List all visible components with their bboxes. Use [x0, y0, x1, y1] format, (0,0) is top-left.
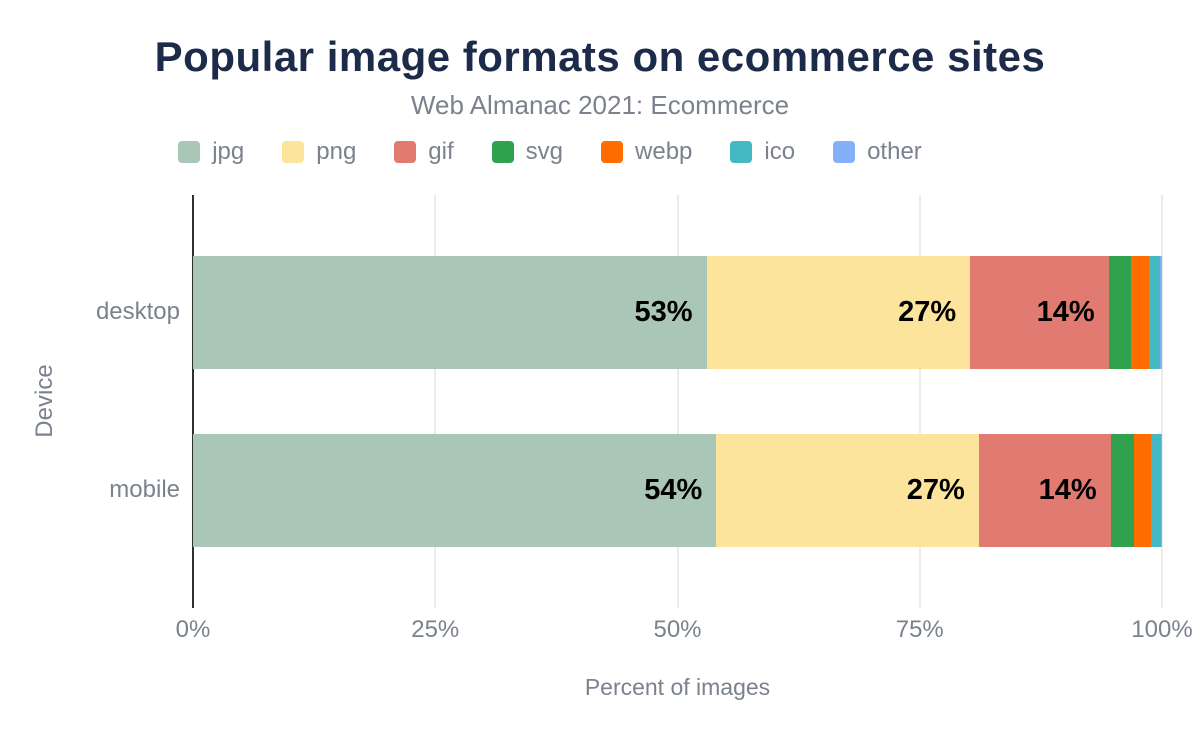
legend-item-svg: svg: [491, 138, 564, 166]
bar-segment-svg: [1108, 256, 1131, 369]
x-axis-title: Percent of images: [584, 674, 771, 700]
bar-segment-label: 53%: [634, 296, 693, 328]
legend-swatch-png-icon: [282, 141, 305, 163]
bar-segment-webp: [1133, 434, 1152, 547]
bar-segment-svg: [1110, 434, 1134, 547]
bar-segment-png: 27%: [706, 256, 971, 369]
y-axis-line: [192, 195, 194, 608]
x-tick-label: 25%: [411, 616, 460, 643]
bar-segment-other: [1161, 434, 1162, 547]
bar-segment-gif: 14%: [978, 434, 1111, 547]
y-axis-title: Device: [31, 364, 58, 438]
bar-segment-ico: [1151, 434, 1161, 547]
bar-mobile: 54% 27% 14%: [193, 434, 1162, 547]
x-tick-label: 0%: [175, 616, 211, 643]
legend-label: gif: [428, 138, 454, 165]
bar-segment-label: 54%: [644, 474, 703, 506]
legend-swatch-gif-icon: [394, 141, 417, 163]
legend-label: webp: [635, 138, 693, 165]
legend-swatch-webp-icon: [601, 141, 624, 163]
bar-segment-label: 27%: [898, 296, 957, 328]
legend-swatch-svg-icon: [491, 141, 514, 163]
legend-item-ico: ico: [730, 138, 795, 166]
chart-subtitle: Web Almanac 2021: Ecommerce: [410, 90, 790, 120]
x-tick-label: 50%: [653, 616, 702, 643]
bar-segment-ico: [1149, 256, 1161, 369]
y-tick-label-mobile: mobile: [109, 476, 180, 503]
bar-segment-other: [1160, 256, 1162, 369]
legend-swatch-other-icon: [833, 141, 856, 163]
legend-label: other: [867, 138, 922, 165]
legend-label: svg: [525, 138, 564, 165]
legend-swatch-ico-icon: [730, 141, 753, 163]
gridline: [434, 195, 437, 608]
gridline: [918, 195, 921, 608]
bar-segment-label: 27%: [906, 474, 965, 506]
legend: jpg png gif svg webp ico other: [0, 138, 1100, 166]
bar-segment-jpg: 53%: [193, 256, 707, 369]
gridline: [1161, 195, 1163, 608]
bar-segment-webp: [1130, 256, 1150, 369]
bar-segment-png: 27%: [716, 434, 979, 547]
legend-label: png: [316, 138, 357, 165]
gridline: [676, 195, 679, 608]
chart-title: Popular image formats on ecommerce sites: [154, 33, 1046, 80]
plot-area: 53% 27% 14% 54% 27% 14%: [193, 195, 1162, 595]
x-tick-label: 75%: [895, 616, 944, 643]
y-tick-label-desktop: desktop: [95, 298, 180, 325]
bar-segment-label: 14%: [1036, 296, 1095, 328]
legend-item-other: other: [833, 138, 922, 166]
bar-segment-jpg: 54%: [193, 434, 717, 547]
legend-label: jpg: [212, 138, 245, 165]
legend-item-jpg: jpg: [178, 138, 244, 166]
legend-item-gif: gif: [394, 138, 454, 166]
legend-label: ico: [764, 138, 796, 165]
legend-swatch-jpg-icon: [178, 141, 201, 163]
x-tick-label: 100%: [1131, 616, 1193, 643]
bar-segment-gif: 14%: [970, 256, 1109, 369]
plot-grid: [192, 195, 1163, 608]
legend-item-png: png: [282, 138, 356, 166]
bar-desktop: 53% 27% 14%: [193, 256, 1162, 369]
legend-item-webp: webp: [601, 138, 692, 166]
bar-segment-label: 14%: [1038, 474, 1097, 506]
